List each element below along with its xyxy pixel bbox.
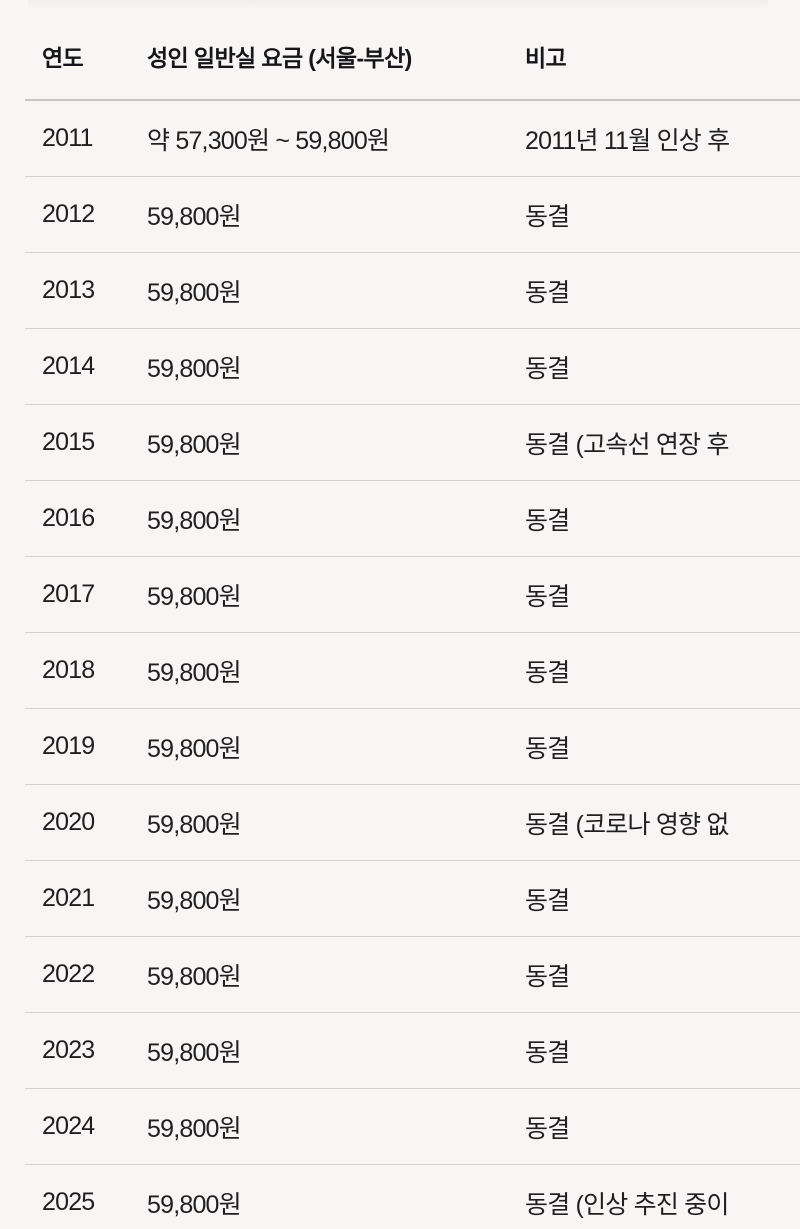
cell-year: 2012	[25, 176, 147, 253]
table-row: 2021 59,800원 동결	[25, 860, 800, 937]
cell-fare: 59,800원	[147, 784, 525, 861]
cell-fare: 59,800원	[147, 632, 525, 709]
cell-year: 2020	[25, 784, 147, 861]
cell-fare: 59,800원	[147, 936, 525, 1013]
cell-remark: 동결	[525, 480, 800, 557]
cell-fare: 59,800원	[147, 404, 525, 481]
table-row: 2025 59,800원 동결 (인상 추진 중이	[25, 1165, 800, 1229]
column-header-year: 연도	[42, 45, 84, 71]
cell-year: 2016	[25, 480, 147, 557]
cell-year: 2017	[25, 556, 147, 633]
cell-fare: 59,800원	[147, 1190, 242, 1219]
table-row: 2020 59,800원 동결 (코로나 영향 없	[25, 784, 800, 861]
cell-fare: 59,800원	[147, 252, 525, 329]
cell-remark: 2011년 11월 인상 후	[525, 100, 800, 177]
cell-remark: 동결	[525, 860, 800, 937]
table-row: 2015 59,800원 동결 (고속선 연장 후	[25, 404, 800, 481]
cell-fare: 59,800원	[147, 176, 525, 253]
table-row: 2014 59,800원 동결	[25, 328, 800, 405]
fare-table: 연도 성인 일반실 요금 (서울-부산) 비고 2011 약 57,300원 ~ …	[25, 9, 800, 1229]
cell-fare: 약 57,300원 ~ 59,800원	[147, 100, 525, 177]
table-header-row: 연도 성인 일반실 요금 (서울-부산) 비고	[25, 9, 800, 100]
cell-year: 2023	[25, 1012, 147, 1089]
column-header-fare: 성인 일반실 요금 (서울-부산)	[147, 45, 412, 71]
cell-fare: 59,800원	[147, 480, 525, 557]
cell-remark: 동결	[525, 1012, 800, 1089]
cell-fare: 59,800원	[147, 1012, 525, 1089]
table-row: 2012 59,800원 동결	[25, 176, 800, 253]
cell-fare: 59,800원	[147, 328, 525, 405]
cell-fare: 59,800원	[147, 708, 525, 785]
cell-remark: 동결	[525, 328, 800, 405]
cell-year: 2011	[25, 100, 147, 177]
cell-year: 2013	[25, 252, 147, 329]
cell-remark: 동결	[525, 176, 800, 253]
table-scroll-container[interactable]: 연도 성인 일반실 요금 (서울-부산) 비고 2011 약 57,300원 ~ …	[0, 9, 800, 1229]
table-row: 2017 59,800원 동결	[25, 556, 800, 633]
table-header: 연도 성인 일반실 요금 (서울-부산) 비고	[25, 9, 800, 100]
cell-year: 2019	[25, 708, 147, 785]
cell-year: 2025	[42, 1188, 95, 1216]
table-row: 2018 59,800원 동결	[25, 632, 800, 709]
cell-year: 2018	[25, 632, 147, 709]
table-row: 2024 59,800원 동결	[25, 1088, 800, 1165]
cell-remark: 동결	[525, 708, 800, 785]
table-row: 2022 59,800원 동결	[25, 936, 800, 1013]
table-body: 2011 약 57,300원 ~ 59,800원 2011년 11월 인상 후 201…	[25, 100, 800, 1229]
table-row: 2023 59,800원 동결	[25, 1012, 800, 1089]
cell-remark: 동결	[525, 936, 800, 1013]
column-header-remark: 비고	[525, 45, 567, 71]
cell-remark: 동결	[525, 556, 800, 633]
cell-remark: 동결 (인상 추진 중이	[525, 1190, 729, 1219]
cell-remark: 동결	[525, 1088, 800, 1165]
table-row: 2013 59,800원 동결	[25, 252, 800, 329]
table-row: 2016 59,800원 동결	[25, 480, 800, 557]
clipped-content-above	[28, 0, 768, 9]
cell-remark: 동결 (고속선 연장 후	[525, 404, 800, 481]
table-row: 2011 약 57,300원 ~ 59,800원 2011년 11월 인상 후	[25, 100, 800, 177]
cell-year: 2022	[25, 936, 147, 1013]
cell-fare: 59,800원	[147, 860, 525, 937]
cell-year: 2014	[25, 328, 147, 405]
cell-year: 2015	[25, 404, 147, 481]
cell-fare: 59,800원	[147, 1088, 525, 1165]
cell-year: 2021	[25, 860, 147, 937]
cell-remark: 동결	[525, 252, 800, 329]
cell-remark: 동결 (코로나 영향 없	[525, 784, 800, 861]
cell-remark: 동결	[525, 632, 800, 709]
cell-year: 2024	[25, 1088, 147, 1165]
cell-fare: 59,800원	[147, 556, 525, 633]
table-row: 2019 59,800원 동결	[25, 708, 800, 785]
